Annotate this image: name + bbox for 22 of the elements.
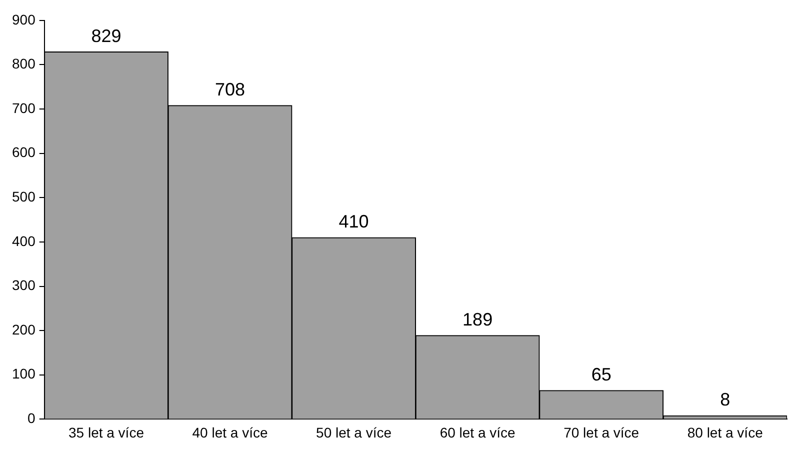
- x-tick-label: 70 let a více: [564, 424, 640, 440]
- data-label: 8: [720, 390, 730, 410]
- data-label: 189: [462, 309, 493, 330]
- y-tick-label: 400: [12, 232, 36, 249]
- y-tick-label: 500: [12, 188, 36, 205]
- y-tick-label: 700: [12, 100, 36, 116]
- data-label: 65: [591, 364, 612, 384]
- x-tick-label: 40 let a více: [192, 424, 268, 440]
- y-tick-label: 800: [12, 56, 36, 72]
- y-tick-label: 900: [12, 11, 36, 28]
- y-tick-label: 100: [12, 366, 36, 382]
- data-label: 829: [91, 26, 122, 46]
- y-tick-label: 0: [28, 410, 36, 426]
- data-label: 410: [338, 211, 369, 232]
- y-tick-label: 200: [12, 321, 36, 338]
- x-tick-label: 35 let a více: [68, 424, 144, 440]
- y-tick-label: 300: [12, 277, 36, 294]
- x-tick-label: 80 let a více: [687, 424, 764, 440]
- data-label: 708: [214, 79, 246, 100]
- x-tick-label: 60 let a více: [440, 424, 516, 440]
- y-tick-label: 600: [12, 144, 36, 160]
- x-tick-label: 50 let a více: [316, 424, 392, 440]
